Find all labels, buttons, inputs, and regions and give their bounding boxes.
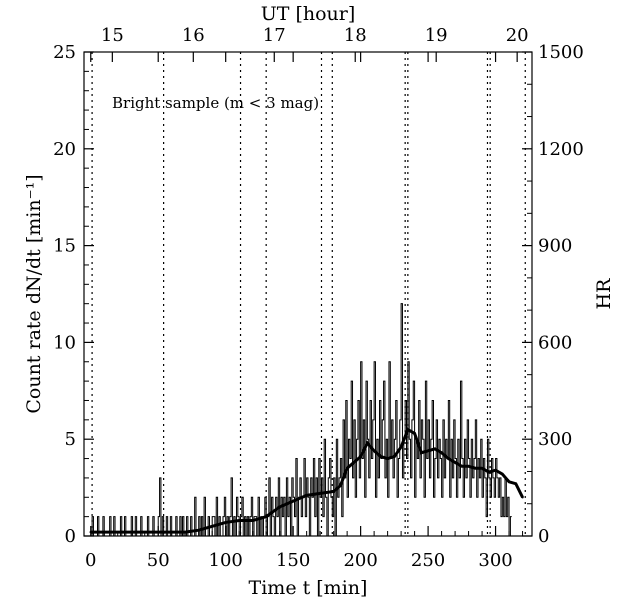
smoothed-point-17 [318,492,322,495]
y-tick-label-4: 20 [53,139,76,160]
ut-tick-label-3: 18 [344,25,367,46]
smoothed-point-35 [447,457,450,460]
smoothed-point-9 [210,525,214,528]
smoothed-point-39 [474,467,477,470]
y2-tick-label-1: 300 [538,429,572,450]
ut-tick-label-2: 17 [263,25,286,46]
smoothed-point-44 [507,480,511,483]
smoothed-point-18 [332,490,335,493]
smoothed-point-41 [487,470,491,474]
histogram-layer [90,303,512,537]
plot-frame [83,51,533,537]
y-tick-label-0: 0 [65,526,76,547]
smoothed-point-24 [372,449,376,453]
smoothed-point-13 [264,515,268,518]
smoothed-point-32 [426,449,430,453]
smoothed-point-15 [291,499,295,503]
x-tick-label-4: 200 [343,550,377,571]
smoothed-point-14 [278,505,281,509]
smoothed-point-23 [366,441,369,445]
y2-tick-label-5: 1500 [538,42,584,63]
ut-tick-label-0: 15 [101,25,124,46]
ut-tick-label-4: 19 [425,25,448,46]
smoothed-point-25 [379,455,383,458]
smoothed-point-10 [224,521,227,524]
smoothed-point-30 [413,432,416,435]
y2-tick-label-2: 600 [538,332,572,353]
smoothed-point-36 [453,461,457,464]
smoothed-point-40 [480,467,484,470]
y-tick-label-3: 15 [53,236,76,257]
x-tick-label-0: 0 [85,550,96,571]
x-tick-label-2: 100 [209,550,243,571]
smoothed-point-16 [305,494,308,497]
smoothed-point-33 [433,447,437,451]
ut-tick-label-1: 16 [182,25,205,46]
smoothed-point-37 [460,465,464,468]
smoothed-point-38 [467,465,470,468]
smoothed-point-46 [521,496,524,499]
smoothed-point-20 [345,467,349,470]
x-tick-label-6: 300 [478,550,512,571]
x-tick-label-1: 50 [147,550,170,571]
sample-annotation: Bright sample (m < 3 mag) [112,94,319,112]
y2-tick-label-4: 1200 [538,139,584,160]
x-tick-label-5: 250 [411,550,445,571]
smoothed-point-26 [386,457,389,460]
smoothed-point-45 [514,482,518,485]
count-rate-histogram [90,303,512,537]
x-axis-title: Time t [min] [249,577,368,599]
smoothed-point-27 [393,455,396,458]
smoothed-point-19 [339,484,342,487]
smoothed-point-22 [359,455,362,458]
y2-tick-label-3: 900 [538,236,572,257]
y2-tick-label-0: 0 [538,526,549,547]
smoothed-point-43 [501,472,504,476]
y-tick-label-2: 10 [53,332,76,353]
x-tick-label-3: 150 [276,550,310,571]
ut-tick-label-5: 20 [506,25,529,46]
y2-axis-title: HR [593,278,615,310]
smoothed-point-8 [197,528,200,532]
smoothed-point-42 [494,468,497,472]
smoothed-point-31 [420,451,423,454]
top-axis-title: UT [hour] [261,3,356,25]
smoothed-layer [89,427,524,534]
smoothed-point-21 [352,461,356,464]
y-tick-label-5: 25 [53,42,76,63]
y-tick-label-1: 5 [65,429,76,450]
smoothed-point-28 [399,445,403,449]
smoothed-point-11 [237,519,241,522]
y-axis-title: Count rate dN/dt [min⁻¹] [23,174,45,413]
smoothed-point-29 [406,428,410,431]
smoothed-point-12 [251,519,254,522]
smoothed-point-34 [440,451,443,454]
